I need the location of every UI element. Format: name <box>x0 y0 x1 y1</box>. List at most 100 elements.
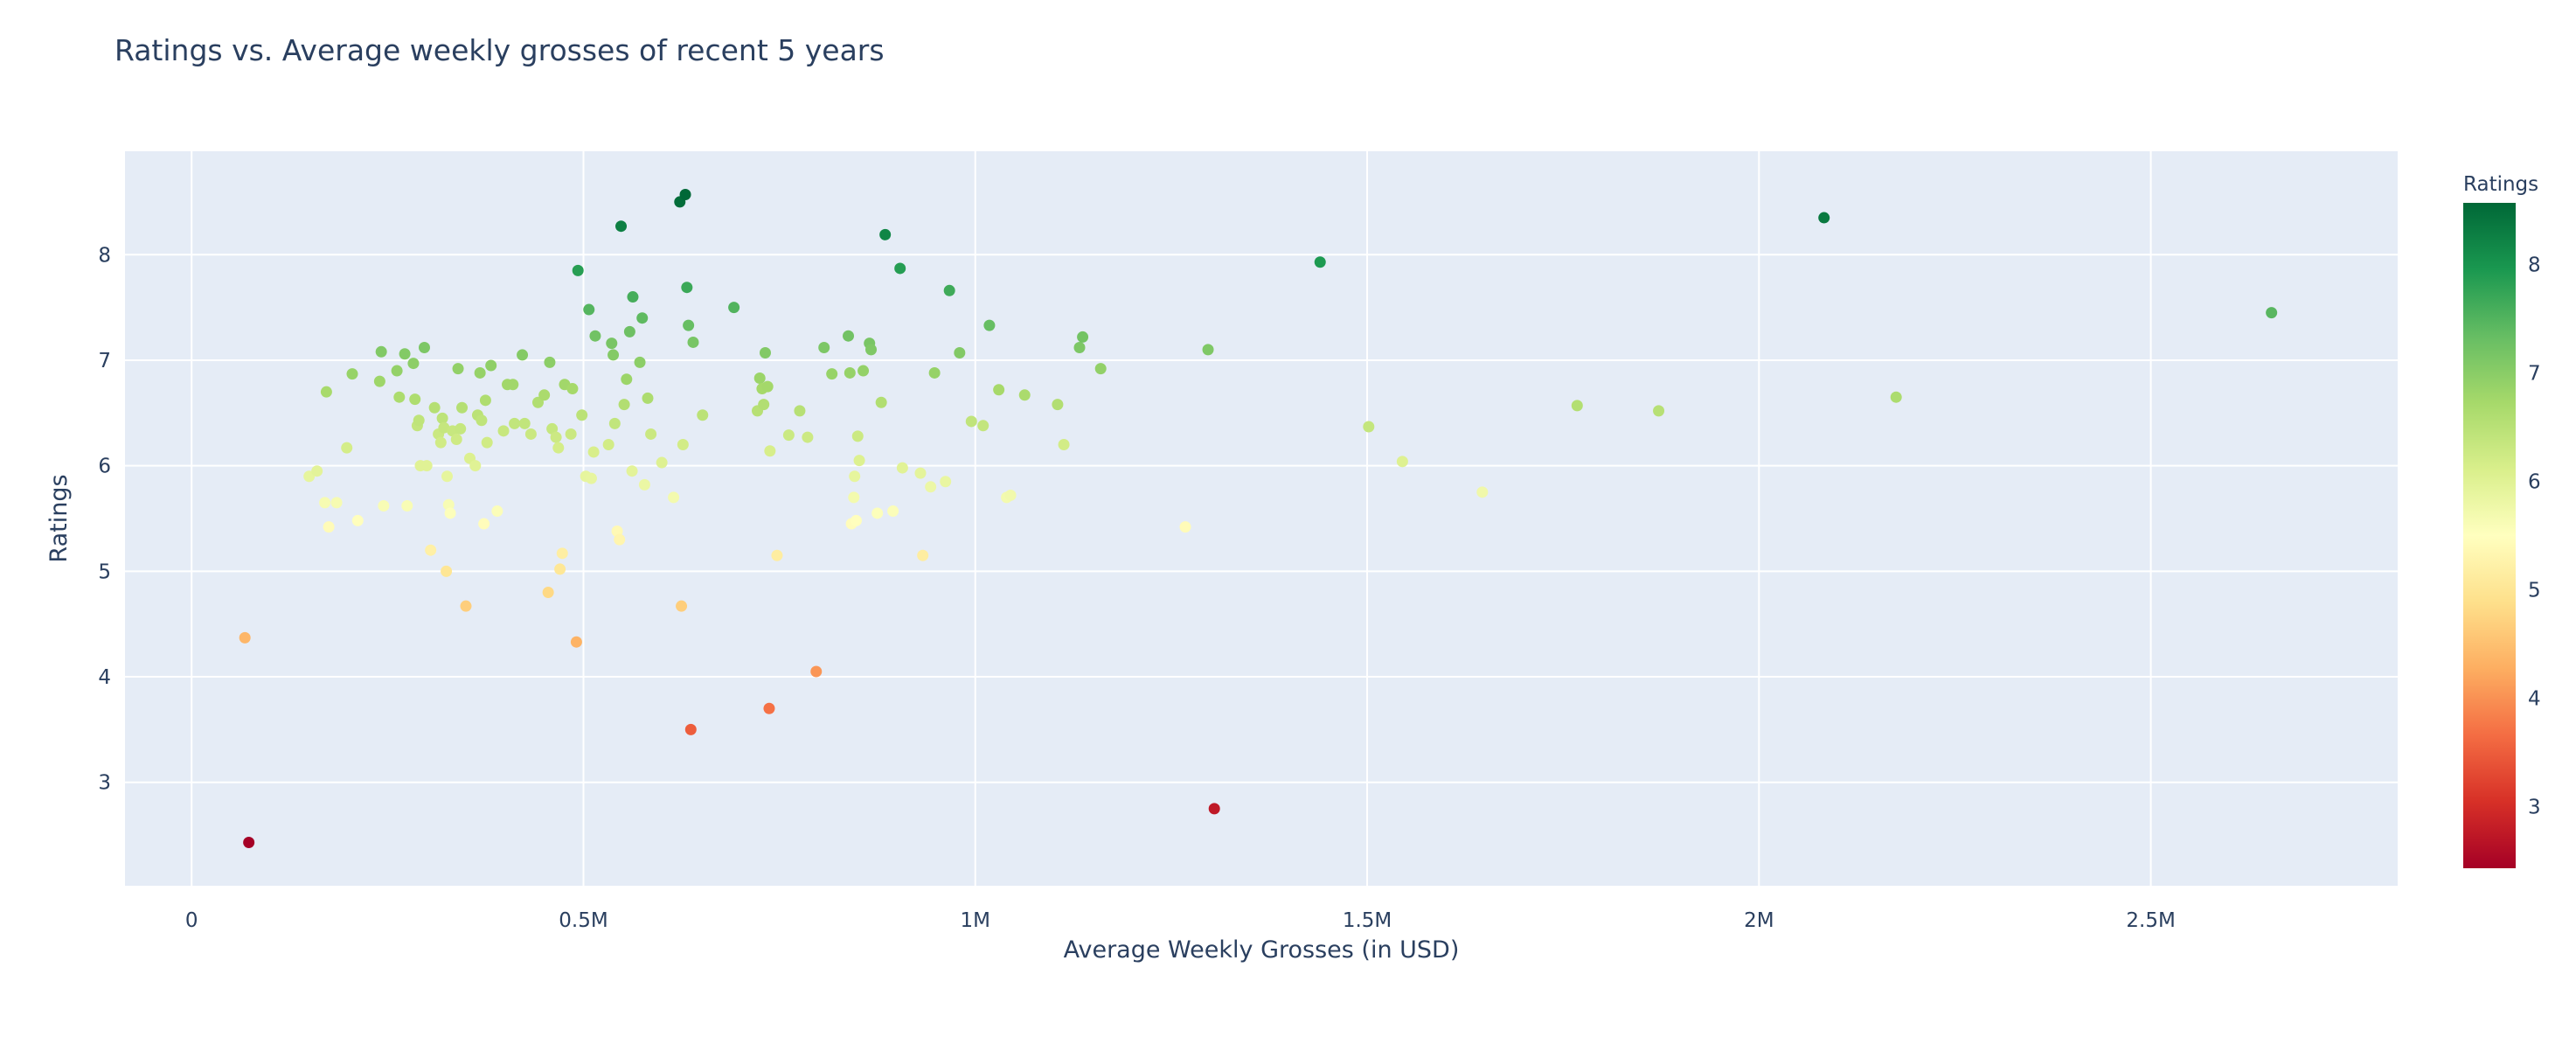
data-point <box>763 702 775 714</box>
data-point <box>441 470 453 483</box>
data-point <box>455 422 467 435</box>
data-point <box>409 393 421 406</box>
data-point <box>940 476 952 488</box>
data-point <box>871 507 884 519</box>
data-point <box>1202 344 1214 356</box>
y-tick-label: 3 <box>98 772 111 795</box>
data-point <box>853 455 865 467</box>
data-point <box>556 547 568 560</box>
data-point <box>621 373 633 386</box>
data-point <box>583 303 595 316</box>
x-axis-ticks: 0 0.5M 1M 1.5M 2M 2.5M <box>185 909 2176 932</box>
x-tick-label: 1.5M <box>1343 909 1392 932</box>
data-point <box>481 436 493 449</box>
data-point <box>928 366 941 379</box>
y-tick-label: 6 <box>98 456 111 478</box>
data-point <box>636 312 649 324</box>
data-point <box>764 445 776 457</box>
data-point <box>413 414 425 427</box>
data-point <box>1179 521 1191 533</box>
data-point <box>1077 331 1089 343</box>
data-point <box>849 470 861 483</box>
data-point <box>826 368 838 380</box>
data-point <box>914 467 927 479</box>
data-point <box>401 500 413 512</box>
data-point <box>524 428 537 440</box>
data-point <box>668 491 680 504</box>
data-point <box>697 409 709 421</box>
data-point <box>485 359 497 372</box>
chart-title: Ratings vs. Average weekly grosses of re… <box>115 33 885 67</box>
data-point <box>393 391 406 403</box>
y-tick-label: 5 <box>98 560 111 583</box>
data-point <box>848 491 860 504</box>
colorbar-title: Ratings <box>2463 173 2538 196</box>
colorbar: Ratings 3 4 5 6 7 8 <box>2463 173 2541 868</box>
colorbar-tick-label: 4 <box>2528 687 2541 710</box>
data-point <box>373 375 385 387</box>
data-point <box>531 396 544 408</box>
data-point <box>917 549 929 561</box>
data-point <box>679 188 691 200</box>
data-point <box>517 349 529 361</box>
data-point <box>554 563 566 575</box>
y-axis-label: Ratings <box>45 474 73 562</box>
data-point <box>585 472 597 484</box>
data-point <box>570 636 582 648</box>
data-point <box>311 465 323 477</box>
data-point <box>851 430 864 442</box>
data-point <box>608 349 620 361</box>
data-point <box>587 446 600 458</box>
data-point <box>442 498 455 511</box>
data-point <box>875 396 887 408</box>
y-tick-label: 7 <box>98 350 111 372</box>
data-point <box>1571 400 1583 412</box>
data-point <box>341 442 353 454</box>
data-point <box>894 262 906 275</box>
colorbar-tick-label: 7 <box>2528 363 2541 386</box>
data-point <box>330 497 343 509</box>
data-point <box>1058 439 1070 451</box>
data-point <box>546 422 559 435</box>
data-point <box>993 384 1005 396</box>
data-point <box>626 465 638 477</box>
data-point <box>753 372 766 384</box>
data-point <box>438 421 450 434</box>
data-point <box>239 631 251 644</box>
data-point <box>444 507 456 519</box>
data-point <box>677 439 689 451</box>
data-point <box>550 431 562 443</box>
data-point <box>782 429 795 442</box>
data-point <box>818 341 830 353</box>
data-point <box>618 399 630 411</box>
data-point <box>391 365 403 377</box>
data-points <box>239 188 2278 849</box>
x-tick-label: 2M <box>1744 909 1774 932</box>
data-point <box>399 348 411 360</box>
data-point <box>2266 307 2278 319</box>
data-point <box>925 481 937 493</box>
data-point <box>420 460 433 472</box>
data-point <box>476 414 488 427</box>
data-point <box>1890 391 1902 403</box>
data-point <box>634 356 646 368</box>
data-point <box>758 399 770 411</box>
data-point <box>456 401 469 414</box>
data-point <box>794 405 806 417</box>
data-point <box>576 409 588 421</box>
x-tick-label: 2.5M <box>2126 909 2175 932</box>
y-axis-ticks: 3 4 5 6 7 8 <box>98 244 111 794</box>
data-point <box>538 389 551 401</box>
data-point <box>450 433 462 445</box>
data-point <box>954 347 966 359</box>
data-point <box>983 319 996 331</box>
data-point <box>542 586 554 598</box>
data-point <box>323 521 335 533</box>
data-point <box>638 478 650 491</box>
y-tick-label: 4 <box>98 666 111 689</box>
data-point <box>977 420 989 432</box>
data-point <box>676 600 688 612</box>
gridlines <box>125 151 2398 886</box>
data-point <box>681 282 693 294</box>
data-point <box>802 431 814 443</box>
